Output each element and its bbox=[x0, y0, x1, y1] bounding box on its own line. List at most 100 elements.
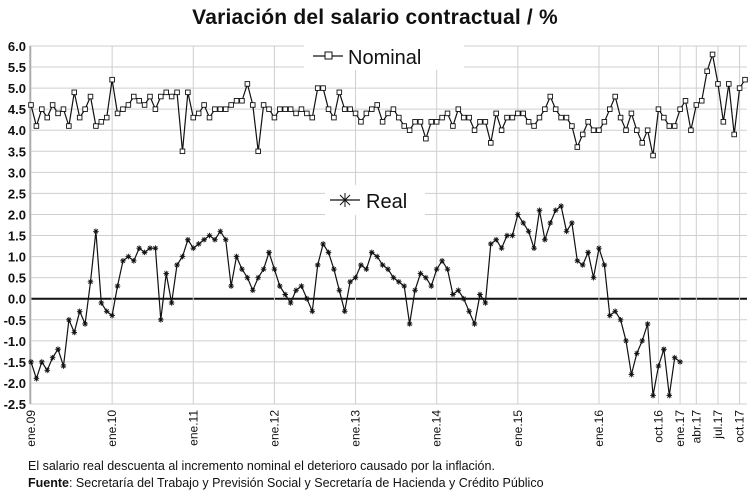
data-point bbox=[433, 119, 440, 125]
data-point bbox=[93, 228, 99, 235]
data-point bbox=[341, 106, 348, 112]
data-point bbox=[217, 228, 224, 235]
data-point bbox=[688, 127, 694, 133]
data-point bbox=[325, 106, 332, 112]
y-tick-label: 4.0 bbox=[8, 123, 26, 138]
data-point bbox=[563, 114, 570, 121]
x-tick-label: ene.11 bbox=[186, 410, 200, 446]
data-point bbox=[33, 123, 40, 129]
data-point bbox=[677, 106, 683, 112]
y-tick-label: 3.0 bbox=[8, 165, 26, 180]
y-tick-label: -2.0 bbox=[4, 376, 26, 391]
data-point bbox=[282, 106, 288, 112]
data-point bbox=[201, 236, 207, 243]
data-point bbox=[152, 106, 159, 112]
data-point bbox=[379, 119, 386, 125]
data-point bbox=[498, 127, 505, 133]
data-point bbox=[671, 123, 678, 129]
data-point bbox=[44, 114, 50, 121]
x-tick-label: ene.09 bbox=[24, 410, 38, 447]
data-point bbox=[114, 283, 121, 289]
x-tick-label: oct.17 bbox=[733, 410, 747, 443]
data-point bbox=[222, 236, 229, 243]
legend-real-marker bbox=[338, 193, 352, 207]
data-point bbox=[520, 110, 526, 117]
source-text: : Secretaría del Trabajo y Previsión Soc… bbox=[68, 476, 544, 490]
data-point bbox=[76, 308, 83, 315]
data-point bbox=[222, 106, 229, 112]
data-point bbox=[536, 207, 543, 214]
data-point bbox=[428, 283, 435, 289]
y-tick-label: -1.0 bbox=[4, 334, 26, 349]
data-point bbox=[650, 392, 656, 399]
data-point bbox=[574, 144, 581, 150]
data-point bbox=[298, 283, 305, 289]
data-point bbox=[314, 262, 321, 268]
data-point bbox=[244, 274, 251, 281]
x-axis-ticks: ene.09 ene.10 ene.11 ene.12 ene.13 ene.14 ene.… bbox=[24, 410, 747, 447]
data-point bbox=[477, 119, 483, 125]
data-point bbox=[185, 236, 191, 243]
data-point bbox=[482, 300, 489, 306]
x-tick-label: ene.12 bbox=[267, 410, 281, 447]
data-point bbox=[536, 114, 543, 121]
data-point bbox=[450, 123, 456, 129]
data-point bbox=[212, 106, 218, 112]
data-point bbox=[488, 140, 494, 146]
data-point bbox=[655, 106, 662, 112]
data-point bbox=[417, 270, 424, 277]
data-point bbox=[217, 106, 224, 112]
data-point bbox=[515, 110, 521, 117]
data-point bbox=[174, 89, 180, 96]
data-point bbox=[698, 98, 705, 104]
data-point bbox=[103, 308, 110, 315]
data-point bbox=[282, 291, 289, 298]
data-point bbox=[444, 266, 451, 273]
data-point bbox=[114, 110, 121, 117]
data-point bbox=[439, 258, 445, 264]
data-point bbox=[352, 274, 359, 281]
data-point bbox=[179, 148, 186, 155]
data-point bbox=[185, 89, 191, 96]
data-point bbox=[639, 338, 646, 344]
data-point bbox=[542, 106, 548, 112]
data-point bbox=[493, 110, 499, 117]
data-point bbox=[28, 359, 34, 365]
data-point bbox=[374, 253, 380, 260]
data-point bbox=[363, 110, 370, 117]
data-point bbox=[109, 312, 115, 319]
data-point bbox=[709, 51, 716, 58]
data-point bbox=[661, 114, 667, 121]
data-point bbox=[66, 316, 72, 323]
y-tick-label: 1.5 bbox=[8, 229, 26, 244]
data-point bbox=[385, 110, 391, 117]
data-point bbox=[76, 114, 83, 121]
legend-real-label: Real bbox=[366, 191, 407, 213]
data-point bbox=[125, 253, 132, 260]
data-point bbox=[266, 106, 272, 112]
data-point bbox=[195, 110, 202, 117]
data-point bbox=[542, 236, 548, 243]
data-point bbox=[671, 354, 678, 361]
data-point bbox=[639, 140, 645, 146]
data-point bbox=[39, 359, 45, 365]
data-point bbox=[628, 110, 635, 117]
x-tick-label: ene.13 bbox=[349, 410, 363, 447]
footnote: El salario real descuenta al incremento … bbox=[28, 459, 495, 473]
data-point bbox=[477, 291, 483, 298]
data-point bbox=[358, 119, 364, 125]
data-point bbox=[731, 131, 737, 138]
data-point bbox=[736, 85, 743, 91]
data-point bbox=[309, 308, 316, 315]
data-point bbox=[558, 114, 564, 121]
data-point bbox=[325, 249, 332, 256]
data-point bbox=[352, 110, 359, 117]
data-point bbox=[623, 127, 629, 133]
data-point bbox=[596, 245, 602, 251]
legend: Nominal Real bbox=[304, 40, 464, 215]
data-point bbox=[515, 211, 521, 218]
data-point bbox=[336, 89, 343, 96]
data-point bbox=[201, 102, 207, 108]
data-point bbox=[293, 287, 299, 294]
y-axis-ticks: 6.0 5.5 5.0 4.5 4.0 3.5 3.0 2.5 2.0 1.5 1.0 0.5 0.0 -… bbox=[4, 39, 26, 412]
